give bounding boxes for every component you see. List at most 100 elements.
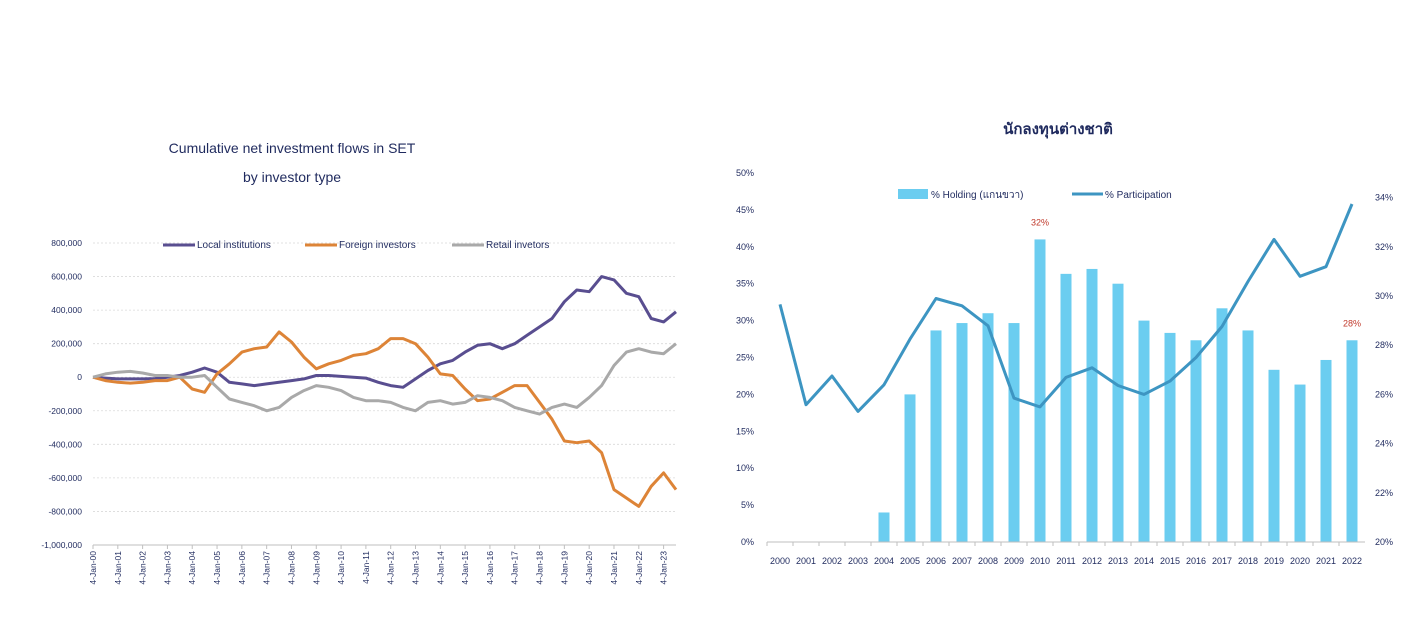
left-y-axis: 800,000 600,000 400,000 200,000 0 -200,000 -40… <box>41 238 82 550</box>
right-right-y-tick-label: 22% <box>1375 488 1393 498</box>
right-x-tick-label: 2020 <box>1290 556 1310 566</box>
right-x-tick-label: 2021 <box>1316 556 1336 566</box>
right-x-tick-label: 2001 <box>796 556 816 566</box>
right-x-axis: 2000 2001 2002 2003 2004 2005 2006 2007 2008 2009… <box>766 542 1362 566</box>
right-x-tick-label: 2012 <box>1082 556 1102 566</box>
left-x-tick-label: 4-Jan-13 <box>411 551 421 585</box>
participation-line <box>778 203 1354 413</box>
left-x-tick-label: 4-Jan-22 <box>634 551 644 585</box>
right-left-y-tick-label: 20% <box>736 389 754 399</box>
right-annotations: 32% 28% <box>1031 217 1361 328</box>
right-right-y-tick-label: 26% <box>1375 389 1393 399</box>
right-left-y-tick-label: 25% <box>736 353 754 363</box>
holding-bar-2006 <box>930 330 942 542</box>
left-x-tick-label: 4-Jan-09 <box>311 551 321 585</box>
right-right-y-axis: 20% 22% 24% 26% 28% 30% 32% 34% <box>1375 193 1393 547</box>
right-legend: % Holding (แกนขวา) % Participation <box>898 189 1172 201</box>
holding-bar-2014 <box>1138 320 1150 542</box>
data-label-2022: 28% <box>1343 318 1361 328</box>
left-x-tick-label: 4-Jan-00 <box>88 551 98 585</box>
left-x-axis: 4-Jan-00 4-Jan-01 4-Jan-02 4-Jan-03 4-Jan-04… <box>88 545 669 585</box>
left-legend-label: Retail invetors <box>486 240 549 251</box>
holding-bar-2017 <box>1216 308 1228 542</box>
holding-bar-2004 <box>878 512 890 542</box>
right-left-y-tick-label: 5% <box>741 500 754 510</box>
left-x-tick-label: 4-Jan-17 <box>510 551 520 585</box>
left-chart-title: Cumulative net investment flows in SET <box>169 140 416 156</box>
left-y-tick-label: -1,000,000 <box>41 540 82 550</box>
left-series-lines <box>92 275 678 508</box>
data-label-2010: 32% <box>1031 217 1049 227</box>
right-x-tick-label: 2003 <box>848 556 868 566</box>
left-x-tick-label: 4-Jan-20 <box>584 551 594 585</box>
right-x-tick-label: 2007 <box>952 556 972 566</box>
left-grid <box>93 242 676 546</box>
left-x-tick-label: 4-Jan-04 <box>187 551 197 585</box>
right-x-tick-label: 2019 <box>1264 556 1284 566</box>
right-x-tick-label: 2017 <box>1212 556 1232 566</box>
right-x-tick-label: 2013 <box>1108 556 1128 566</box>
holding-legend-swatch <box>898 189 928 199</box>
left-y-tick-label: -600,000 <box>48 473 82 483</box>
left-x-tick-label: 4-Jan-16 <box>485 551 495 585</box>
holding-bar-2013 <box>1112 283 1124 542</box>
right-x-tick-label: 2018 <box>1238 556 1258 566</box>
left-x-tick-label: 4-Jan-02 <box>138 551 148 585</box>
left-x-tick-label: 4-Jan-10 <box>336 551 346 585</box>
right-x-tick-label: 2022 <box>1342 556 1362 566</box>
holding-legend-label: % Holding (แกนขวา) <box>931 190 1023 201</box>
left-series-line-1 <box>92 330 678 508</box>
holding-bar-2022 <box>1346 340 1358 542</box>
holding-bar-2011 <box>1060 273 1072 542</box>
right-left-y-tick-label: 40% <box>736 242 754 252</box>
foreign-investors-chart: นักลงทุนต่างชาติ 0% 5% 10% 15% 20% 25% 30% 35% 4… <box>736 120 1393 566</box>
left-series-line-0 <box>92 275 677 389</box>
left-y-tick-label: 400,000 <box>51 305 82 315</box>
left-y-tick-label: -800,000 <box>48 506 82 516</box>
right-x-tick-label: 2014 <box>1134 556 1154 566</box>
holding-bar-2015 <box>1164 332 1176 542</box>
left-x-tick-label: 4-Jan-07 <box>262 551 272 585</box>
cumulative-flows-chart: Cumulative net investment flows in SET b… <box>41 140 678 585</box>
right-left-y-axis: 0% 5% 10% 15% 20% 25% 30% 35% 40% 45% 50% <box>736 168 754 547</box>
left-x-tick-label: 4-Jan-14 <box>435 551 445 585</box>
holding-bar-2018 <box>1242 330 1254 542</box>
right-x-tick-label: 2016 <box>1186 556 1206 566</box>
holding-bar-2021 <box>1320 359 1332 542</box>
left-x-tick-label: 4-Jan-05 <box>212 551 222 585</box>
right-right-y-tick-label: 24% <box>1375 439 1393 449</box>
left-y-tick-label: 0 <box>77 372 82 382</box>
right-x-tick-label: 2009 <box>1004 556 1024 566</box>
left-x-tick-label: 4-Jan-03 <box>162 551 172 585</box>
right-right-y-tick-label: 30% <box>1375 291 1393 301</box>
left-x-tick-label: 4-Jan-19 <box>559 551 569 585</box>
right-x-tick-label: 2010 <box>1030 556 1050 566</box>
right-left-y-tick-label: 35% <box>736 279 754 289</box>
holding-bar-2010 <box>1034 239 1046 543</box>
left-y-tick-label: 800,000 <box>51 238 82 248</box>
holding-bar-2005 <box>904 394 916 542</box>
right-left-y-tick-label: 10% <box>736 463 754 473</box>
right-x-tick-label: 2006 <box>926 556 946 566</box>
left-x-tick-label: 4-Jan-21 <box>609 551 619 585</box>
holding-bars <box>767 239 1365 543</box>
holding-bar-2016 <box>1190 340 1202 542</box>
left-legend: Local institutions Foreign investors Retai… <box>163 240 549 251</box>
left-x-tick-label: 4-Jan-23 <box>659 551 669 585</box>
participation-polyline <box>778 203 1354 413</box>
right-left-y-tick-label: 15% <box>736 426 754 436</box>
left-y-tick-label: 600,000 <box>51 272 82 282</box>
holding-bar-2020 <box>1294 384 1306 542</box>
holding-bar-2019 <box>1268 369 1280 542</box>
left-chart-subtitle: by investor type <box>243 169 341 185</box>
left-x-tick-label: 4-Jan-06 <box>237 551 247 585</box>
right-x-tick-label: 2004 <box>874 556 894 566</box>
right-x-tick-label: 2002 <box>822 556 842 566</box>
right-x-tick-label: 2015 <box>1160 556 1180 566</box>
left-y-tick-label: 200,000 <box>51 339 82 349</box>
left-y-tick-label: -200,000 <box>48 406 82 416</box>
right-left-y-tick-label: 0% <box>741 537 754 547</box>
left-x-tick-label: 4-Jan-12 <box>386 551 396 585</box>
right-right-y-tick-label: 34% <box>1375 193 1393 203</box>
